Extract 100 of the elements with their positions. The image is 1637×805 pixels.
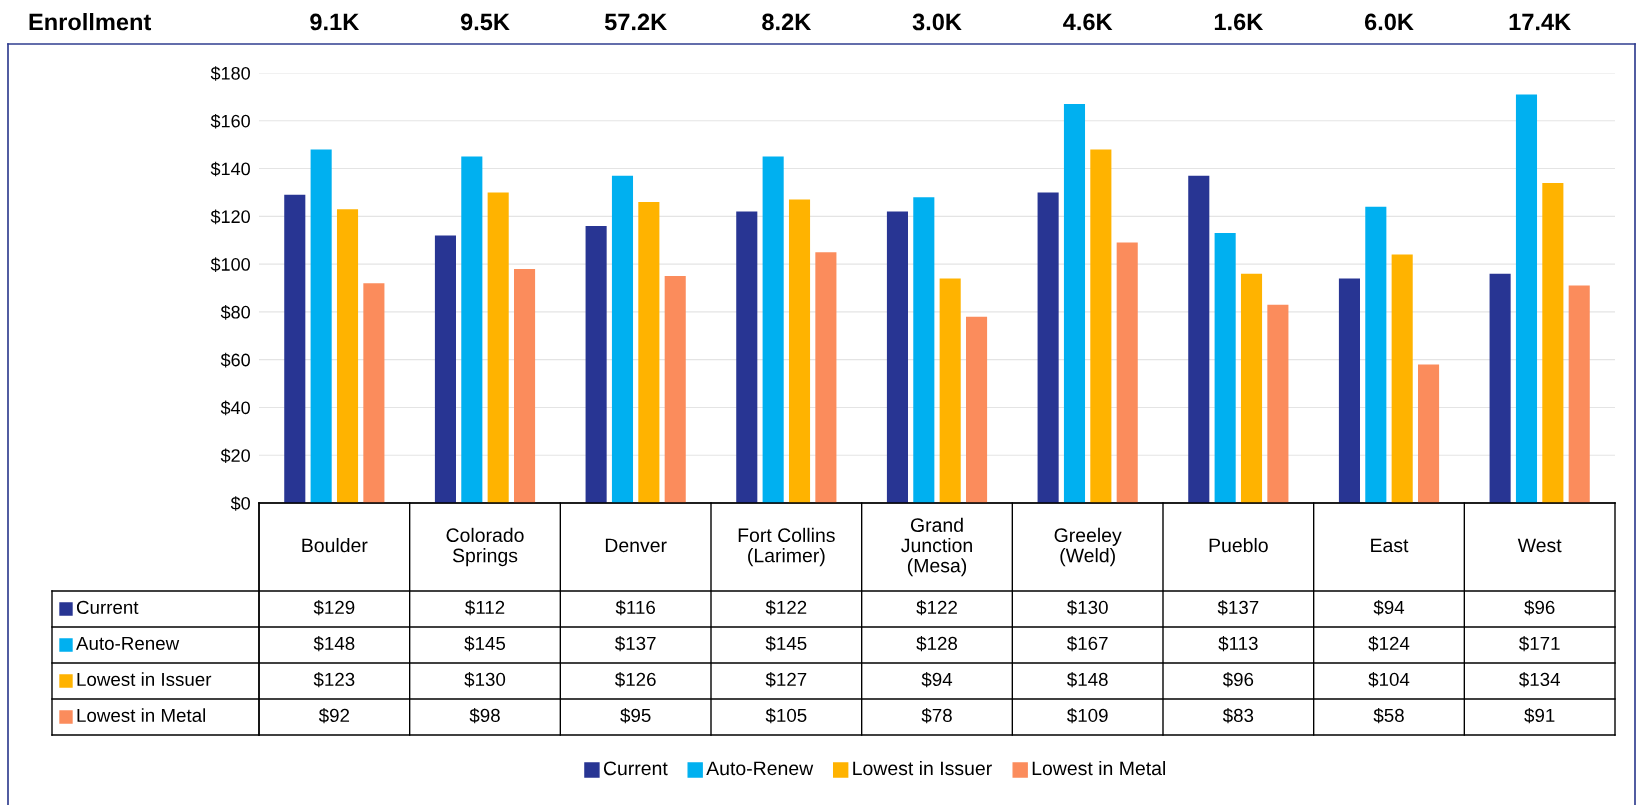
data-label: $123 [313, 671, 355, 688]
bar [585, 225, 607, 503]
data-label: $91 [1524, 707, 1555, 724]
data-label: $128 [916, 635, 958, 652]
bar [310, 149, 332, 503]
data-label: $94 [921, 671, 953, 688]
y-tick-label: $20 [220, 448, 250, 464]
bar [1391, 254, 1413, 503]
legend-label: Lowest in Metal [1032, 760, 1165, 776]
text: 9.5K [460, 13, 510, 31]
bar [886, 211, 908, 503]
bar [1188, 175, 1210, 503]
x-tick-label: Grand Junction (Mesa) [901, 517, 972, 577]
text: Enrollment [29, 13, 152, 31]
data-label: $116 [615, 599, 656, 616]
data-label: $98 [469, 707, 500, 724]
bar [913, 197, 935, 503]
data-label: $95 [620, 707, 651, 724]
data-label: $148 [1067, 671, 1108, 688]
data-label: $96 [1524, 599, 1555, 616]
y-tick-label: $160 [210, 113, 250, 129]
y-tick-label: $80 [220, 305, 250, 320]
x-tick-label: Pueblo [1209, 537, 1268, 553]
x-tick-label: Fort Collins (Larimer) [738, 527, 835, 567]
y-tick-label: $180 [210, 66, 250, 81]
data-label: $94 [1373, 599, 1405, 616]
bar [664, 276, 686, 503]
bar [1568, 285, 1590, 503]
text: 4.6K [1063, 13, 1113, 31]
bar [1338, 278, 1360, 503]
legend-label: Auto-Renew [76, 636, 180, 651]
data-label: $137 [1217, 599, 1259, 616]
data-label: $109 [1067, 707, 1108, 724]
data-label: $148 [313, 635, 355, 652]
bar [815, 252, 837, 503]
bar [611, 175, 634, 503]
x-tick-label: Boulder [302, 537, 368, 553]
bar [788, 199, 811, 503]
x-tick-label: West [1517, 538, 1562, 553]
bar [1240, 273, 1263, 503]
bar [1515, 94, 1538, 503]
bar [336, 209, 359, 503]
text: Lowest in Metal [77, 708, 206, 723]
bar [514, 268, 536, 503]
bar [1267, 304, 1289, 503]
data-label: $122 [916, 599, 957, 616]
data-label: $78 [921, 707, 952, 724]
text: 1.6K [1214, 13, 1264, 31]
data-label: $167 [1067, 635, 1108, 652]
y-tick-label: $120 [210, 209, 250, 225]
bar [762, 156, 784, 503]
data-label: $122 [765, 599, 807, 616]
data-label: $126 [615, 671, 656, 688]
data-label: $112 [465, 599, 505, 616]
bar [1063, 104, 1086, 503]
text: 17.4K [1509, 13, 1571, 31]
bar [1037, 192, 1059, 503]
bar [487, 192, 509, 503]
text: 6.0K [1364, 13, 1414, 31]
data-label: $129 [313, 599, 355, 616]
data-label: $130 [464, 671, 506, 688]
bar [939, 278, 961, 503]
text: 8.2K [762, 13, 812, 31]
text: Auto-Renew [706, 761, 814, 776]
bar [1116, 242, 1138, 503]
bar [736, 211, 758, 503]
y-tick-label: $0 [230, 496, 250, 511]
data-label: $113 [1218, 635, 1258, 652]
bar [1489, 273, 1511, 503]
data-label: $134 [1519, 671, 1560, 688]
bar [638, 202, 660, 503]
y-tick-label: $60 [220, 352, 250, 368]
x-tick-label: Colorado Springs [446, 527, 524, 567]
data-label: $83 [1222, 707, 1254, 724]
data-label: $171 [1519, 635, 1560, 652]
x-tick-label: East [1371, 538, 1409, 553]
data-label: $104 [1368, 671, 1410, 688]
text: Lowest in Issuer [853, 760, 992, 776]
text: 3.0K [912, 13, 962, 31]
x-tick-label: Greeley (Weld) [1054, 527, 1122, 567]
text: 57.2K [604, 13, 667, 31]
data-label: $145 [464, 635, 506, 652]
text: Current [603, 761, 668, 776]
data-label: $105 [765, 707, 807, 724]
data-label: $58 [1373, 707, 1404, 724]
bar [1214, 233, 1236, 503]
text: 9.1K [310, 13, 360, 31]
bar [461, 156, 483, 503]
x-tick-label: Denver [605, 538, 667, 553]
bar [434, 235, 456, 503]
bar [1365, 206, 1387, 503]
legend-label: Current [76, 600, 139, 615]
data-label: $127 [765, 671, 807, 688]
bar [966, 316, 988, 503]
legend-label: Lowest in Issuer [77, 672, 212, 687]
data-label: $92 [318, 707, 350, 724]
data-label: $124 [1368, 635, 1410, 652]
bar [1542, 182, 1564, 503]
data-label: $145 [765, 635, 807, 652]
data-label: $96 [1222, 671, 1254, 688]
